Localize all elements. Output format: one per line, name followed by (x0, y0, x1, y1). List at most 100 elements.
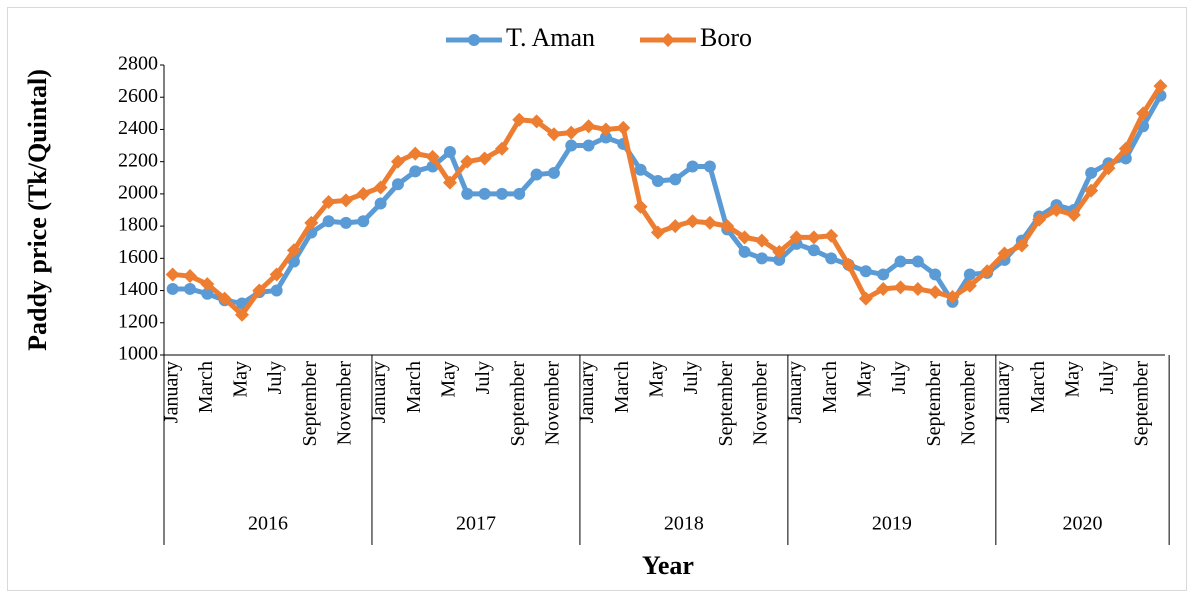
data-point (564, 125, 579, 140)
data-point (962, 278, 977, 293)
data-point (321, 194, 336, 209)
x-tick-label: March (195, 361, 217, 413)
series-line (172, 84, 1163, 318)
data-point (894, 255, 907, 268)
x-tick-label: January (160, 361, 182, 423)
data-point (200, 277, 215, 292)
x-tick-label: January (368, 361, 390, 423)
x-tick-label: July (888, 361, 910, 394)
data-point (252, 283, 267, 298)
data-point (461, 187, 474, 200)
data-point (408, 146, 423, 161)
data-point (443, 146, 456, 158)
data-point (357, 215, 370, 228)
x-tick-label: July (264, 361, 286, 394)
data-point (686, 160, 699, 173)
data-point (1014, 238, 1029, 253)
data-point (217, 291, 232, 306)
x-tick-label: March (611, 361, 633, 413)
legend-marker (468, 34, 480, 46)
y-tick-label: 2200 (118, 149, 158, 171)
chart-border (7, 7, 1187, 591)
data-point (789, 230, 804, 245)
legend-label: T. Aman (506, 23, 595, 52)
data-point (997, 246, 1012, 261)
data-point (530, 168, 543, 181)
x-tick-label: July (680, 361, 702, 394)
x-tick-label: May (853, 361, 875, 398)
y-tick-label: 2400 (118, 117, 158, 139)
data-point (963, 268, 976, 281)
x-tick-label: November (542, 361, 564, 446)
data-point (651, 175, 664, 187)
data-point (634, 163, 647, 176)
data-point (166, 282, 179, 295)
data-point (910, 281, 925, 296)
data-point (477, 151, 492, 166)
data-point (495, 187, 508, 200)
data-point (565, 139, 578, 152)
data-point (547, 166, 560, 179)
year-label: 2020 (1062, 513, 1102, 535)
data-point (876, 281, 891, 296)
data-point (269, 267, 284, 282)
x-tick-label: November (957, 361, 979, 446)
y-tick-label: 2600 (118, 85, 158, 107)
data-point (390, 154, 405, 169)
data-point (825, 252, 838, 265)
data-point (928, 285, 943, 300)
data-point (980, 264, 995, 279)
data-point (425, 149, 440, 164)
x-tick-label: May (230, 361, 252, 398)
x-axis-title: Year (642, 551, 694, 580)
y-axis-title: Paddy price (Tk/Quintal) (23, 69, 52, 351)
legend-marker (661, 33, 675, 47)
data-point (1066, 207, 1081, 222)
data-point (339, 216, 352, 229)
x-tick-label: March (1027, 361, 1049, 413)
data-point (1032, 212, 1047, 227)
data-point (738, 245, 751, 258)
y-tick-label: 1400 (118, 278, 158, 300)
data-point (494, 141, 509, 156)
year-label: 2019 (872, 513, 912, 535)
data-point (373, 180, 388, 195)
data-point (633, 199, 648, 214)
data-point (616, 120, 631, 135)
data-point (945, 290, 960, 304)
data-point (165, 267, 180, 282)
data-point (824, 228, 839, 243)
x-tick-label: November (334, 361, 356, 446)
y-tick-label: 1600 (118, 246, 158, 268)
data-point (442, 175, 457, 190)
data-point (409, 165, 422, 178)
data-point (911, 255, 924, 268)
data-point (841, 257, 856, 272)
y-tick-label: 1000 (118, 343, 158, 365)
data-point (807, 244, 820, 257)
data-point (859, 265, 872, 278)
data-point (182, 269, 197, 284)
year-label: 2016 (248, 513, 288, 535)
x-tick-label: July (1096, 361, 1118, 394)
data-point (773, 253, 786, 266)
x-tick-label: July (472, 361, 494, 394)
x-tick-label: September (507, 361, 529, 447)
data-point (755, 252, 768, 265)
data-point (356, 186, 371, 201)
x-tick-label: January (784, 361, 806, 423)
data-point (893, 280, 908, 295)
data-point (668, 219, 683, 234)
data-point (513, 187, 526, 200)
data-point (338, 193, 353, 208)
data-point (512, 112, 527, 127)
data-point (322, 215, 335, 228)
x-tick-label: September (299, 361, 321, 447)
y-tick-label: 1800 (118, 214, 158, 236)
x-tick-label: May (1061, 361, 1083, 398)
data-point (582, 139, 595, 152)
data-point (650, 225, 665, 240)
data-point (460, 154, 475, 169)
data-point (1101, 161, 1116, 176)
